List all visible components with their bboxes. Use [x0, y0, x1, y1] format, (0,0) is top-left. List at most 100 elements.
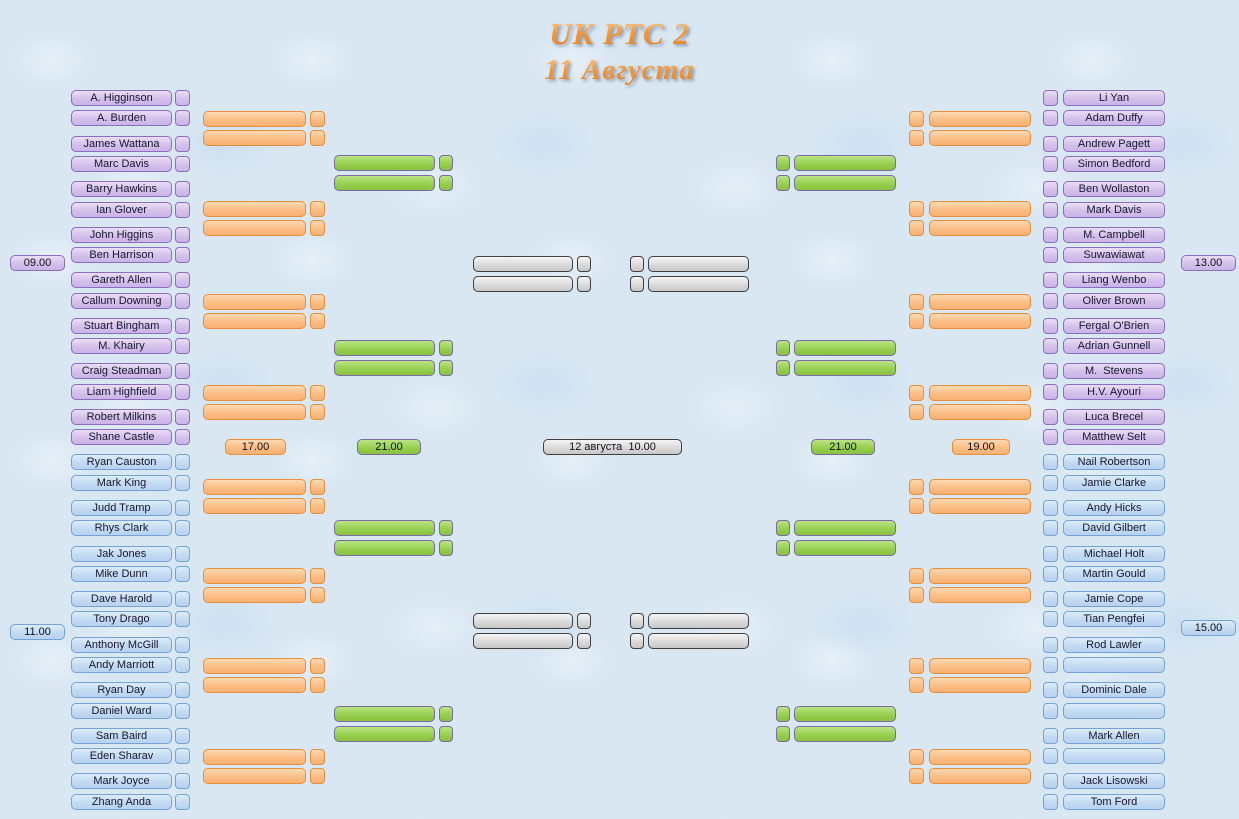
- score-box: [909, 658, 924, 674]
- player-name-box-left: Sam Baird: [71, 728, 172, 744]
- score-box: [175, 728, 190, 744]
- score-box: [1043, 657, 1058, 673]
- player-name-box-left: Anthony McGill: [71, 637, 172, 653]
- score-box: [1043, 272, 1058, 288]
- round2-slot-left: [203, 385, 306, 401]
- score-box: [1043, 682, 1058, 698]
- player-name-box-right: Oliver Brown: [1063, 293, 1165, 309]
- player-name-box-left: Stuart Bingham: [71, 318, 172, 334]
- score-box: [776, 726, 790, 742]
- round2-slot-left: [203, 220, 306, 236]
- score-box: [310, 404, 325, 420]
- score-box: [577, 633, 591, 649]
- player-name-box-right: Tom Ford: [1063, 794, 1165, 810]
- round3-slot-left: [334, 540, 435, 556]
- round2-slot-left: [203, 479, 306, 495]
- player-name-box-right: Simon Bedford: [1063, 156, 1165, 172]
- player-name-box-left: Jak Jones: [71, 546, 172, 562]
- score-box: [175, 272, 190, 288]
- time-label: 19.00: [952, 439, 1010, 455]
- semifinal-slot-right: [648, 256, 749, 272]
- round2-slot-left: [203, 498, 306, 514]
- score-box: [630, 613, 644, 629]
- time-label: 21.00: [357, 439, 421, 455]
- player-name-box-right: Mark Davis: [1063, 202, 1165, 218]
- score-box: [909, 130, 924, 146]
- player-name-box-left: M. Khairy: [71, 338, 172, 354]
- player-name-box-left: Barry Hawkins: [71, 181, 172, 197]
- score-box: [175, 156, 190, 172]
- player-name-box-right: Liang Wenbo: [1063, 272, 1165, 288]
- score-box: [175, 611, 190, 627]
- round2-slot-left: [203, 201, 306, 217]
- player-name-box-left: Ian Glover: [71, 202, 172, 218]
- player-name-box-right: M. Stevens: [1063, 363, 1165, 379]
- score-box: [909, 587, 924, 603]
- score-box: [1043, 409, 1058, 425]
- player-name-box-left: Mark Joyce: [71, 773, 172, 789]
- round2-slot-right: [929, 498, 1031, 514]
- tournament-title: UK PTC 2: [549, 16, 690, 51]
- player-name-box-left: Mark King: [71, 475, 172, 491]
- round2-slot-left: [203, 294, 306, 310]
- score-box: [175, 546, 190, 562]
- score-box: [1043, 202, 1058, 218]
- player-name-box-right: David Gilbert: [1063, 520, 1165, 536]
- player-name-box-left: Ryan Causton: [71, 454, 172, 470]
- player-name-box-right: Tian Pengfei: [1063, 611, 1165, 627]
- score-box: [310, 587, 325, 603]
- score-box: [1043, 611, 1058, 627]
- time-label: 15.00: [1181, 620, 1236, 636]
- score-box: [310, 294, 325, 310]
- score-box: [1043, 181, 1058, 197]
- score-box: [1043, 247, 1058, 263]
- round2-slot-left: [203, 111, 306, 127]
- score-box: [175, 703, 190, 719]
- round3-slot-right: [794, 706, 896, 722]
- round2-slot-right: [929, 568, 1031, 584]
- score-box: [175, 293, 190, 309]
- player-name-box-right: Dominic Dale: [1063, 682, 1165, 698]
- round3-slot-right: [794, 155, 896, 171]
- round2-slot-right: [929, 768, 1031, 784]
- score-box: [310, 220, 325, 236]
- round3-slot-right: [794, 520, 896, 536]
- time-label: 13.00: [1181, 255, 1236, 271]
- score-box: [776, 706, 790, 722]
- score-box: [310, 768, 325, 784]
- round3-slot-right: [794, 175, 896, 191]
- score-box: [1043, 363, 1058, 379]
- semifinal-slot-left: [473, 276, 573, 292]
- score-box: [909, 568, 924, 584]
- player-name-box-left: James Wattana: [71, 136, 172, 152]
- tournament-date: 11 Августа: [544, 54, 695, 86]
- semifinal-slot-right: [648, 633, 749, 649]
- score-box: [310, 479, 325, 495]
- score-box: [1043, 90, 1058, 106]
- round3-slot-right: [794, 340, 896, 356]
- round2-slot-right: [929, 201, 1031, 217]
- player-name-box-left: Dave Harold: [71, 591, 172, 607]
- round2-slot-left: [203, 130, 306, 146]
- round2-slot-left: [203, 404, 306, 420]
- score-box: [175, 657, 190, 673]
- score-box: [776, 175, 790, 191]
- round2-slot-right: [929, 404, 1031, 420]
- player-name-box-right: Suwawiawat: [1063, 247, 1165, 263]
- score-box: [1043, 794, 1058, 810]
- player-name-box-right: Adam Duffy: [1063, 110, 1165, 126]
- score-box: [776, 340, 790, 356]
- round2-slot-right: [929, 130, 1031, 146]
- score-box: [1043, 703, 1058, 719]
- round2-slot-right: [929, 587, 1031, 603]
- player-name-box-left: Marc Davis: [71, 156, 172, 172]
- player-name-box-right: [1063, 703, 1165, 719]
- time-label: 17.00: [225, 439, 286, 455]
- player-name-box-left: Tony Drago: [71, 611, 172, 627]
- score-box: [175, 181, 190, 197]
- score-box: [175, 409, 190, 425]
- score-box: [310, 658, 325, 674]
- score-box: [909, 479, 924, 495]
- score-box: [776, 155, 790, 171]
- player-name-box-left: Callum Downing: [71, 293, 172, 309]
